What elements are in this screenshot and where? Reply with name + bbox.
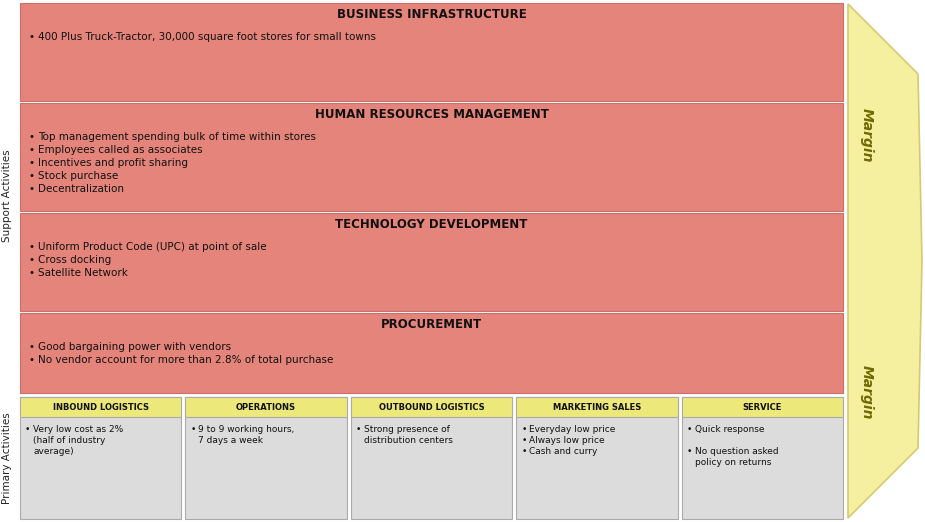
Bar [185, 397, 347, 519]
Text: •: • [29, 171, 35, 181]
Text: Primary Activities: Primary Activities [2, 412, 12, 504]
Bar [20, 397, 181, 417]
Text: MARKETING SALES: MARKETING SALES [553, 402, 641, 411]
Bar [20, 3, 843, 101]
Text: •: • [521, 447, 526, 456]
Bar [516, 397, 678, 417]
Text: average): average) [33, 447, 74, 456]
Text: Employees called as associates: Employees called as associates [38, 145, 203, 155]
Text: INBOUND LOGISTICS: INBOUND LOGISTICS [53, 402, 149, 411]
Text: PROCUREMENT: PROCUREMENT [381, 317, 482, 330]
Text: Satellite Network: Satellite Network [38, 268, 128, 278]
Bar [20, 313, 843, 393]
Text: OPERATIONS: OPERATIONS [236, 402, 296, 411]
Text: •: • [521, 425, 526, 434]
Bar [351, 397, 512, 417]
Text: •: • [29, 32, 35, 42]
Text: Always low price: Always low price [529, 436, 605, 445]
Text: No vendor account for more than 2.8% of total purchase: No vendor account for more than 2.8% of … [38, 355, 333, 365]
Text: OUTBOUND LOGISTICS: OUTBOUND LOGISTICS [378, 402, 485, 411]
Text: 7 days a week: 7 days a week [198, 436, 264, 445]
Text: (half of industry: (half of industry [33, 436, 105, 445]
Text: •: • [191, 425, 196, 434]
Text: Cross docking: Cross docking [38, 255, 111, 265]
Bar [682, 397, 843, 417]
Text: BUSINESS INFRASTRUCTURE: BUSINESS INFRASTRUCTURE [337, 7, 526, 20]
Bar [351, 397, 512, 519]
Text: Margin: Margin [860, 365, 874, 419]
Bar [682, 397, 843, 519]
Text: Margin: Margin [860, 108, 874, 162]
Text: policy on returns: policy on returns [695, 458, 771, 467]
Text: Quick response: Quick response [695, 425, 764, 434]
Text: •: • [29, 145, 35, 155]
Text: •: • [29, 132, 35, 142]
Text: 9 to 9 working hours,: 9 to 9 working hours, [198, 425, 295, 434]
Bar [20, 397, 181, 519]
Text: •: • [686, 425, 692, 434]
Text: Support Activities: Support Activities [2, 150, 12, 242]
Text: •: • [356, 425, 361, 434]
Text: distribution centers: distribution centers [364, 436, 452, 445]
Bar [20, 213, 843, 311]
Text: •: • [686, 447, 692, 456]
Text: •: • [29, 242, 35, 252]
Text: Stock purchase: Stock purchase [38, 171, 118, 181]
Text: Good bargaining power with vendors: Good bargaining power with vendors [38, 342, 231, 352]
Text: •: • [521, 436, 526, 445]
Text: Cash and curry: Cash and curry [529, 447, 598, 456]
Text: •: • [29, 355, 35, 365]
Text: 400 Plus Truck-Tractor, 30,000 square foot stores for small towns: 400 Plus Truck-Tractor, 30,000 square fo… [38, 32, 376, 42]
Bar [516, 397, 678, 519]
Text: Strong presence of: Strong presence of [364, 425, 450, 434]
Text: TECHNOLOGY DEVELOPMENT: TECHNOLOGY DEVELOPMENT [335, 218, 527, 231]
Text: Incentives and profit sharing: Incentives and profit sharing [38, 158, 188, 168]
Text: •: • [29, 255, 35, 265]
Text: Decentralization: Decentralization [38, 184, 124, 194]
Bar [20, 103, 843, 211]
Text: Top management spending bulk of time within stores: Top management spending bulk of time wit… [38, 132, 316, 142]
Text: •: • [25, 425, 31, 434]
Text: •: • [29, 342, 35, 352]
Text: Everyday low price: Everyday low price [529, 425, 615, 434]
Text: Uniform Product Code (UPC) at point of sale: Uniform Product Code (UPC) at point of s… [38, 242, 266, 252]
Text: HUMAN RESOURCES MANAGEMENT: HUMAN RESOURCES MANAGEMENT [314, 108, 549, 121]
Polygon shape [848, 4, 922, 518]
Text: SERVICE: SERVICE [743, 402, 782, 411]
Text: No question asked: No question asked [695, 447, 778, 456]
Text: •: • [29, 268, 35, 278]
Text: •: • [29, 184, 35, 194]
Text: Very low cost as 2%: Very low cost as 2% [33, 425, 123, 434]
Bar [185, 397, 347, 417]
Text: •: • [29, 158, 35, 168]
